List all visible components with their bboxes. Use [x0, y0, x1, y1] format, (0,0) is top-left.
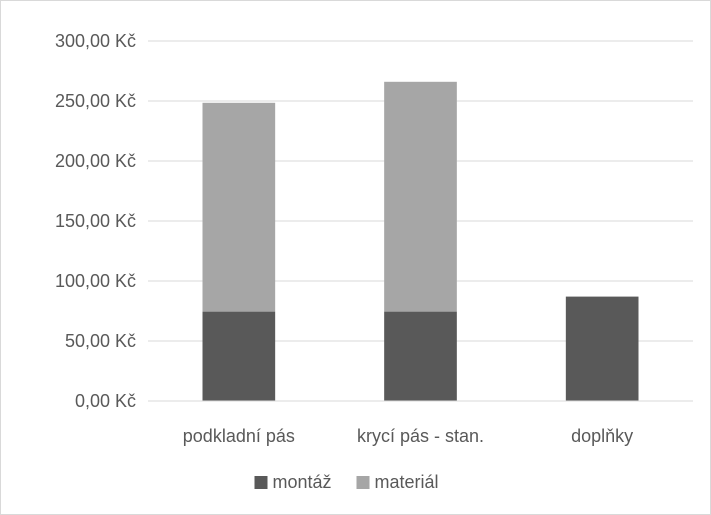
bar-segment-materiál [202, 102, 276, 312]
bar-segment-montáž [202, 311, 276, 401]
y-tick-label: 0,00 Kč [75, 391, 136, 411]
y-tick-label: 250,00 Kč [55, 91, 136, 111]
y-tick-label: 50,00 Kč [65, 331, 136, 351]
bar-segment-montáž [384, 311, 457, 401]
y-axis-tick-labels: 0,00 Kč 50,00 Kč 100,00 Kč 150,00 Kč 200,00 … [55, 31, 136, 411]
bar-segment-materiál [384, 81, 457, 312]
bars [202, 81, 639, 401]
y-tick-label: 200,00 Kč [55, 151, 136, 171]
y-tick-label: 100,00 Kč [55, 271, 136, 291]
x-axis-category-labels: podkladní pás krycí pás - stan. doplňky [183, 426, 633, 446]
bar-segment-montáž [565, 296, 639, 401]
legend: montáž materiál [254, 472, 439, 492]
legend-swatch-materiál [356, 476, 370, 489]
y-tick-label: 300,00 Kč [55, 31, 136, 51]
y-tick-label: 150,00 Kč [55, 211, 136, 231]
x-category-label: doplňky [571, 426, 633, 446]
legend-label: montáž [273, 472, 332, 492]
legend-label: materiál [375, 472, 439, 492]
x-category-label: krycí pás - stan. [357, 426, 484, 446]
x-category-label: podkladní pás [183, 426, 295, 446]
legend-swatch-montáž [254, 476, 268, 489]
